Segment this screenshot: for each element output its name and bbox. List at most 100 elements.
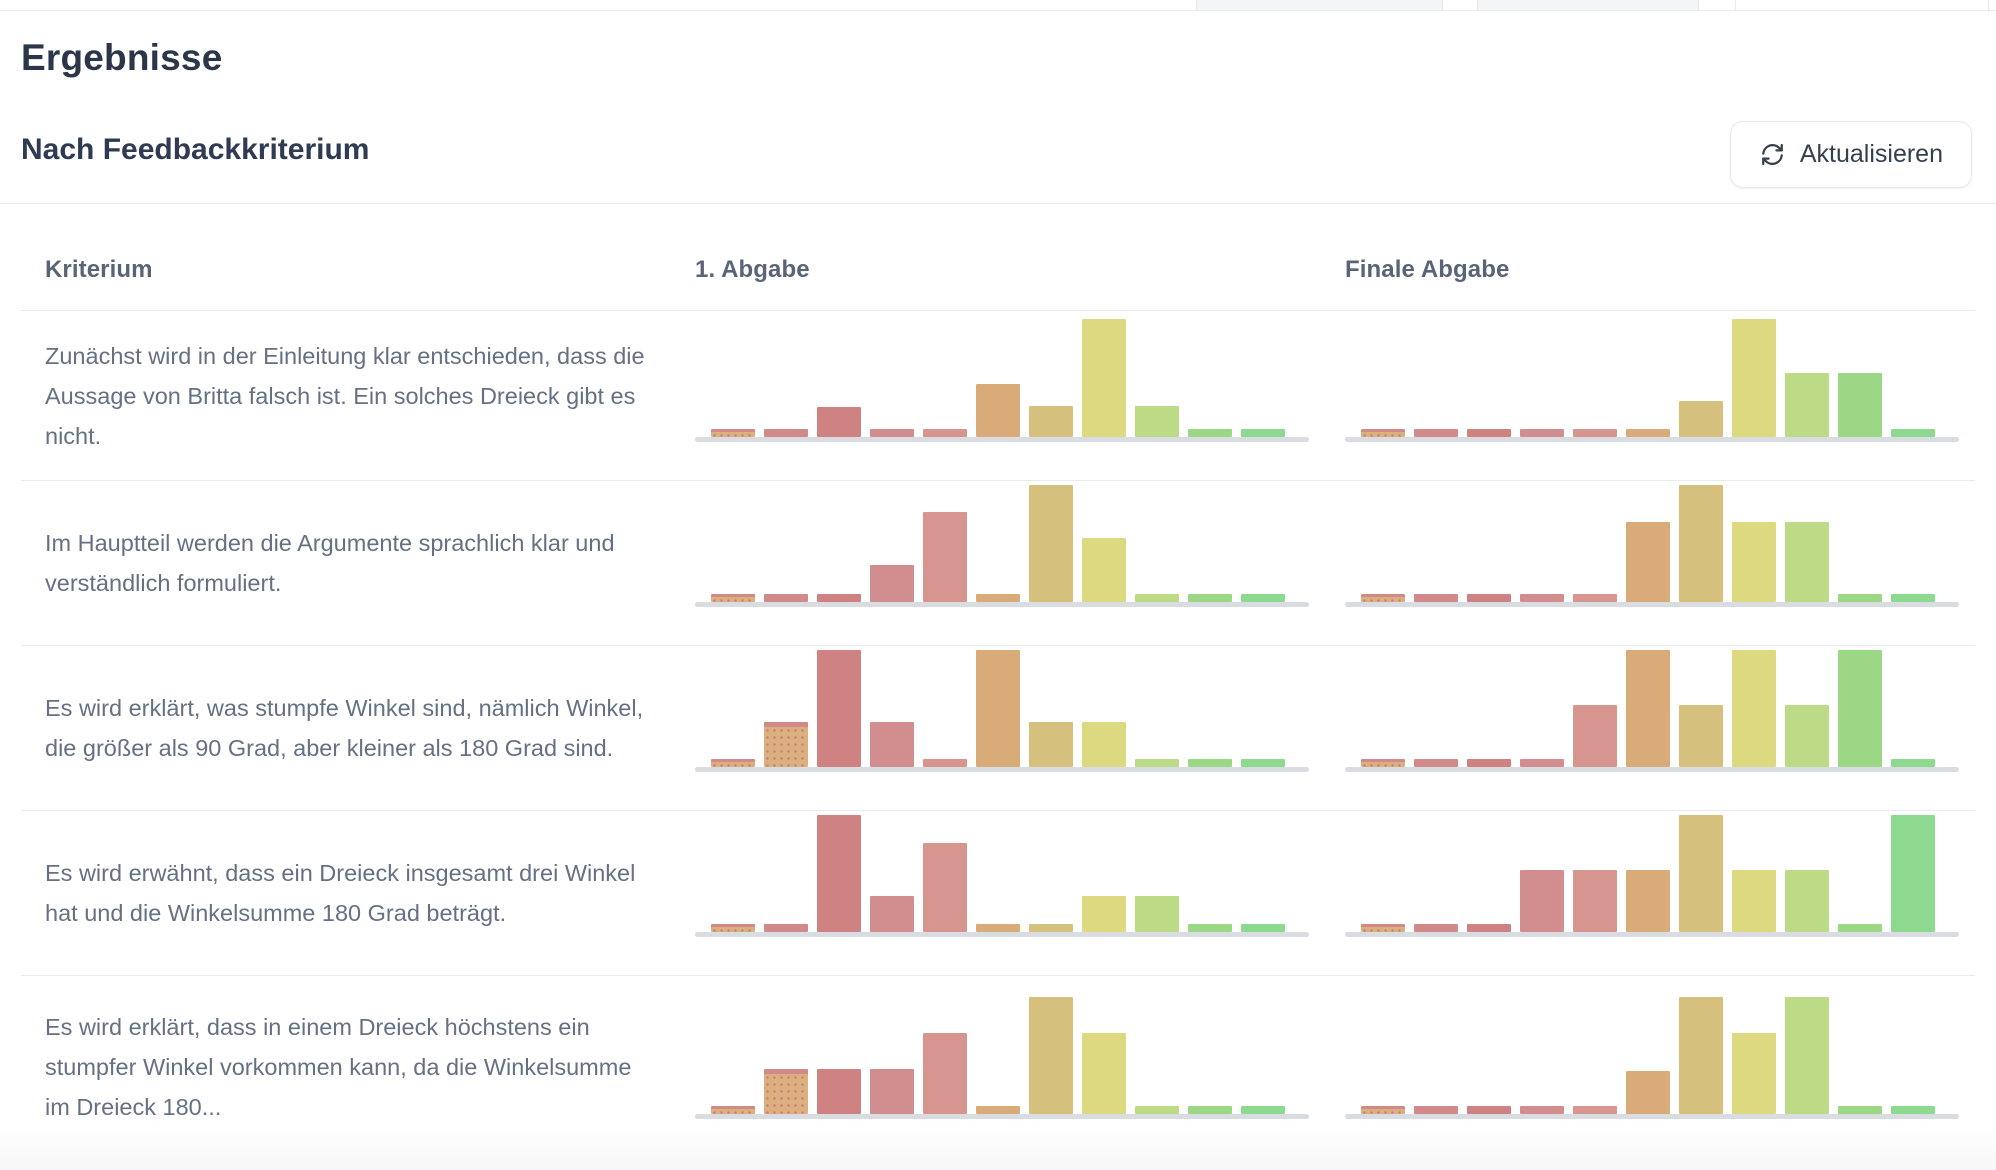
histogram-bars [711, 317, 1285, 437]
bar-bin-6 [1626, 870, 1670, 932]
bar-bin-8 [1732, 1033, 1776, 1114]
histogram-final-submission [1345, 482, 1959, 607]
bar-bin-2 [764, 429, 808, 437]
bar-bin-5 [923, 512, 967, 602]
bar-bin-10 [1838, 373, 1882, 437]
axis-line [695, 437, 1309, 442]
histogram-bars [1361, 317, 1935, 437]
bar-bin-6 [976, 594, 1020, 602]
page-title: Ergebnisse [21, 37, 223, 78]
bar-bin-5 [923, 1033, 967, 1114]
bar-bin-8 [1082, 896, 1126, 932]
bar-bin-3 [817, 1069, 861, 1114]
bar-bin-5 [923, 843, 967, 932]
bar-bin-2 [1414, 429, 1458, 437]
bar-bin-8 [1732, 319, 1776, 437]
bar-bin-4 [1520, 870, 1564, 932]
bar-bin-4 [870, 565, 914, 602]
histogram-final-submission [1345, 317, 1959, 442]
bar-bin-3 [817, 650, 861, 767]
table-row: Im Hauptteil werden die Argumente sprach… [21, 480, 1975, 645]
histogram-bars [1361, 812, 1935, 932]
bar-bin-1 [711, 429, 755, 437]
bar-bin-7 [1679, 815, 1723, 932]
histogram-bars [711, 994, 1285, 1114]
bar-bin-6 [1626, 429, 1670, 437]
histogram-bars [711, 812, 1285, 932]
bar-bin-3 [817, 407, 861, 437]
bar-bin-5 [1573, 870, 1617, 932]
bar-bin-7 [1029, 485, 1073, 602]
bar-bin-1 [1361, 924, 1405, 932]
page-header: Ergebnisse Nach Feedbackkriterium Aktual… [0, 11, 1996, 204]
bar-bin-10 [1188, 759, 1232, 767]
bar-bin-1 [711, 759, 755, 767]
bar-bin-8 [1732, 650, 1776, 767]
table-header: Kriterium 1. Abgabe Finale Abgabe [21, 204, 1975, 310]
section-divider [0, 203, 1996, 204]
refresh-button[interactable]: Aktualisieren [1729, 121, 1972, 188]
bar-bin-5 [1573, 429, 1617, 437]
bar-bin-7 [1679, 705, 1723, 767]
bar-bin-2 [764, 924, 808, 932]
bar-bin-11 [1241, 924, 1285, 932]
bar-bin-1 [1361, 1106, 1405, 1114]
bar-bin-10 [1188, 924, 1232, 932]
bar-bin-10 [1188, 1106, 1232, 1114]
axis-line [695, 932, 1309, 937]
bar-bin-5 [923, 759, 967, 767]
histogram-first-submission [695, 482, 1309, 607]
column-header-first-submission: 1. Abgabe [695, 256, 810, 283]
bar-bin-9 [1135, 406, 1179, 437]
bar-bin-2 [764, 594, 808, 602]
axis-line [1345, 602, 1959, 607]
criterion-text: Zunächst wird in der Einleitung klar ent… [45, 342, 645, 449]
criterion-text: Es wird erwähnt, dass ein Dreieck insges… [45, 860, 636, 926]
bar-bin-4 [1520, 759, 1564, 767]
table-rows: Zunächst wird in der Einleitung klar ent… [21, 310, 1975, 1157]
bar-bin-4 [870, 722, 914, 767]
bar-bin-11 [1891, 1106, 1935, 1114]
bar-bin-11 [1241, 594, 1285, 602]
bar-bin-9 [1135, 594, 1179, 602]
bar-bin-3 [1467, 924, 1511, 932]
bar-bin-4 [1520, 1106, 1564, 1114]
bar-bin-11 [1891, 815, 1935, 932]
histogram-first-submission [695, 317, 1309, 442]
bar-bin-7 [1029, 406, 1073, 437]
bar-bin-7 [1029, 924, 1073, 932]
bar-bin-3 [817, 815, 861, 932]
bar-bin-5 [1573, 705, 1617, 767]
bar-bin-6 [976, 924, 1020, 932]
bar-bin-11 [1241, 1106, 1285, 1114]
bar-bin-9 [1785, 997, 1829, 1114]
criterion-text: Im Hauptteil werden die Argumente sprach… [45, 530, 615, 596]
bar-bin-9 [1785, 373, 1829, 437]
bar-bin-7 [1679, 485, 1723, 602]
clipped-browser-toolbar [0, 0, 1996, 11]
criterion-text: Es wird erklärt, was stumpfe Winkel sind… [45, 695, 644, 761]
bar-bin-10 [1188, 429, 1232, 437]
histogram-bars [711, 647, 1285, 767]
bar-bin-8 [1732, 522, 1776, 602]
histogram-final-submission [1345, 812, 1959, 937]
bar-bin-3 [1467, 594, 1511, 602]
table-row: Es wird erklärt, was stumpfe Winkel sind… [21, 645, 1975, 810]
bar-bin-10 [1838, 594, 1882, 602]
bar-bin-4 [870, 429, 914, 437]
axis-line [1345, 437, 1959, 442]
axis-line [1345, 767, 1959, 772]
bar-bin-1 [711, 594, 755, 602]
bar-bin-3 [1467, 1106, 1511, 1114]
toolbar-fragment [1477, 0, 1699, 10]
bar-bin-2 [1414, 594, 1458, 602]
bar-bin-9 [1785, 705, 1829, 767]
bar-bin-10 [1188, 594, 1232, 602]
bar-bin-7 [1679, 997, 1723, 1114]
histogram-bars [1361, 482, 1935, 602]
bar-bin-6 [1626, 650, 1670, 767]
histogram-bars [1361, 647, 1935, 767]
table-row: Es wird erwähnt, dass ein Dreieck insges… [21, 810, 1975, 975]
bar-bin-10 [1838, 650, 1882, 767]
axis-line [695, 602, 1309, 607]
